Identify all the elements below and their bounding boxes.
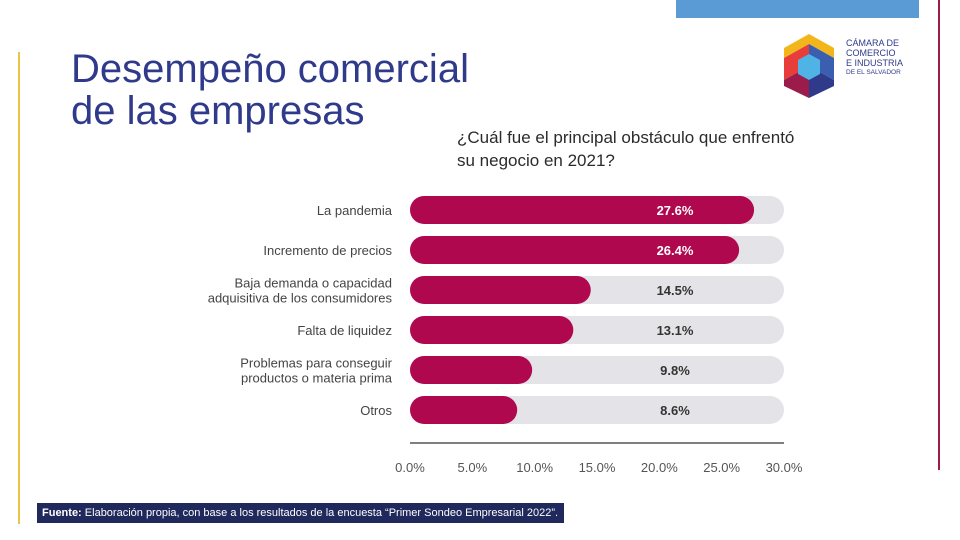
bar	[410, 396, 518, 424]
left-accent-rule	[18, 52, 20, 524]
bar	[410, 236, 740, 264]
source-note: Fuente: Elaboración propia, con base a l…	[37, 503, 565, 523]
logo-line4: DE EL SALVADOR	[846, 69, 901, 76]
page-title: Desempeño comercial de las empresas	[71, 48, 469, 132]
chamber-logo-cube-icon	[784, 34, 834, 98]
chamber-logo-text: CÁMARA DE COMERCIO E INDUSTRIA DE EL SAL…	[846, 38, 903, 78]
x-tick-label: 0.0%	[395, 460, 425, 475]
value-label: 8.6%	[660, 403, 690, 418]
value-label: 27.6%	[657, 203, 694, 218]
value-label: 26.4%	[657, 243, 694, 258]
category-label: Incremento de precios	[263, 243, 392, 258]
value-label: 13.1%	[657, 323, 694, 338]
x-tick-label: 5.0%	[458, 460, 488, 475]
bar	[410, 196, 755, 224]
x-tick-label: 20.0%	[641, 460, 678, 475]
right-accent-rule	[938, 0, 940, 470]
bar	[410, 316, 574, 344]
category-label: Baja demanda o capacidad adquisitiva de l…	[208, 276, 393, 306]
logo-line3: E INDUSTRIA	[846, 58, 904, 68]
x-tick-label: 15.0%	[579, 460, 616, 475]
value-label: 14.5%	[657, 283, 694, 298]
chart-title: ¿Cuál fue el principal obstáculo que enf…	[457, 128, 795, 170]
chamber-logo: CÁMARA DE COMERCIO E INDUSTRIA DE EL SAL…	[778, 30, 928, 102]
x-tick-label: 10.0%	[516, 460, 553, 475]
value-label: 9.8%	[660, 363, 690, 378]
category-label: La pandemia	[317, 203, 393, 218]
obstacles-bar-chart: La pandemia 27.6% Incremento de precios 26.…	[208, 196, 803, 475]
source-text: Elaboración propia, con base a los resul…	[81, 507, 559, 519]
logo-line1: CÁMARA DE	[846, 38, 900, 48]
category-label: Falta de liquidez	[297, 323, 392, 338]
top-accent-bar	[676, 0, 919, 18]
x-tick-label: 25.0%	[703, 460, 740, 475]
x-tick-label: 30.0%	[766, 460, 803, 475]
category-label: Otros	[360, 403, 392, 418]
category-label: Problemas para conseguir productos o mate…	[240, 356, 393, 386]
bar	[410, 356, 533, 384]
logo-line2: COMERCIO	[846, 48, 896, 58]
source-label: Fuente:	[42, 507, 82, 519]
page-title-line2: de las empresas	[71, 89, 365, 133]
bar	[410, 276, 591, 304]
page-title-line1: Desempeño comercial	[71, 47, 469, 91]
